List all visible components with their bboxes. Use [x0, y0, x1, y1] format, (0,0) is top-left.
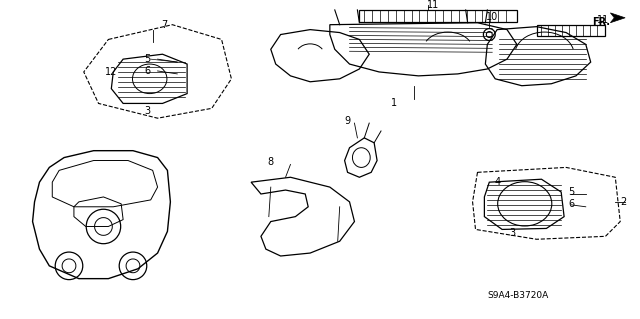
- Text: 5: 5: [145, 54, 151, 64]
- Text: 8: 8: [268, 158, 274, 167]
- Text: 3: 3: [509, 228, 515, 238]
- Text: 5: 5: [568, 187, 574, 197]
- Text: 1: 1: [391, 99, 397, 108]
- Text: FR.: FR.: [591, 17, 610, 27]
- Text: 9: 9: [344, 116, 351, 126]
- Bar: [360, 10, 517, 22]
- Text: 7: 7: [161, 20, 168, 30]
- Text: 11: 11: [597, 15, 610, 25]
- Text: 4: 4: [494, 177, 500, 187]
- Text: 12: 12: [105, 67, 118, 77]
- Text: S9A4-B3720A: S9A4-B3720A: [487, 291, 548, 300]
- Bar: [536, 25, 605, 36]
- Text: 6: 6: [568, 199, 574, 209]
- Text: 3: 3: [145, 106, 151, 116]
- Text: 11: 11: [427, 0, 439, 10]
- Polygon shape: [611, 13, 625, 23]
- Text: 10: 10: [486, 12, 499, 22]
- Text: 6: 6: [145, 66, 151, 76]
- Text: 2: 2: [620, 197, 627, 207]
